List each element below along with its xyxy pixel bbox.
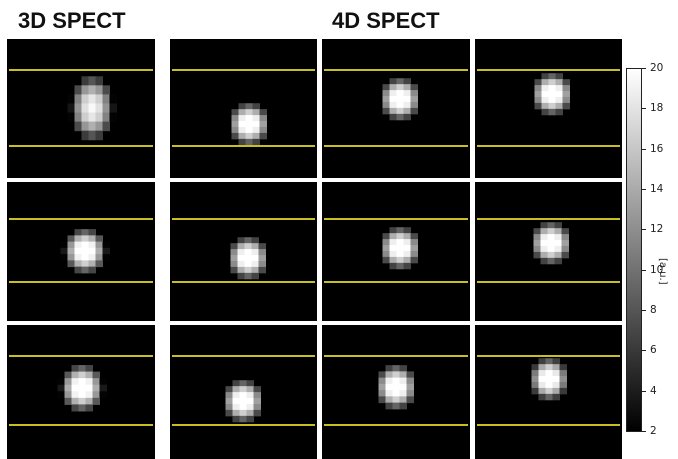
colorbar-tick — [642, 149, 646, 150]
colorbar-tick-label: 6 — [650, 344, 657, 356]
colorbar-tick — [642, 391, 646, 392]
colorbar-tick — [642, 68, 646, 69]
spect-panel-4d-row2-col2 — [322, 182, 470, 321]
activity-blob — [382, 78, 418, 121]
activity-blob — [378, 365, 414, 410]
spect-panel-4d-row3-col2 — [322, 325, 470, 459]
spect-panel-4d-row2-col3 — [475, 182, 622, 321]
spect-panel-4d-row1-col2 — [322, 39, 470, 178]
title-4d-spect: 4D SPECT — [332, 8, 440, 33]
colorbar: 20 18 16 14 12 10 8 6 4 2 — [626, 62, 678, 437]
activity-blob — [230, 237, 266, 280]
activity-blob — [231, 103, 267, 146]
activity-blob — [57, 365, 107, 412]
spect-panel-4d-row1-col3 — [475, 39, 622, 178]
activity-blob — [225, 380, 261, 423]
spect-panel-3d-row1 — [7, 39, 155, 178]
colorbar-tick-label: 16 — [650, 143, 664, 155]
spect-panel-3d-row3 — [7, 325, 155, 459]
spect-panel-4d-row3-col1 — [170, 325, 317, 459]
title-3d-spect: 3D SPECT — [18, 8, 126, 33]
colorbar-tick — [642, 108, 646, 109]
colorbar-tick-label: 4 — [650, 385, 657, 397]
colorbar-tick — [642, 270, 646, 271]
activity-blob — [382, 227, 418, 270]
colorbar-tick-label: 8 — [650, 304, 657, 316]
spect-panel-4d-row1-col1 — [170, 39, 317, 178]
spect-panel-4d-row2-col1 — [170, 182, 317, 321]
colorbar-tick-label: 20 — [650, 62, 664, 74]
colorbar-tick-label: 12 — [650, 223, 664, 235]
colorbar-tick — [642, 229, 646, 230]
colorbar-tick-label: 18 — [650, 102, 664, 114]
colorbar-tick — [642, 350, 646, 351]
colorbar-tick — [642, 431, 646, 432]
activity-blob — [534, 73, 570, 116]
activity-blob — [531, 358, 567, 401]
colorbar-tick-label: 2 — [650, 425, 657, 437]
spect-panel-3d-row2 — [7, 182, 155, 321]
spect-panel-4d-row3-col3 — [475, 325, 622, 459]
colorbar-tick — [642, 189, 646, 190]
colorbar-tick-label: 14 — [650, 183, 664, 195]
activity-blob — [60, 229, 110, 274]
activity-blob — [533, 222, 569, 265]
activity-blob — [67, 76, 117, 141]
colorbar-unit-label: [a.u.] — [657, 258, 668, 285]
colorbar-tick-label: 10 — [650, 264, 664, 276]
colorbar-gradient — [626, 68, 642, 432]
colorbar-tick — [642, 310, 646, 311]
